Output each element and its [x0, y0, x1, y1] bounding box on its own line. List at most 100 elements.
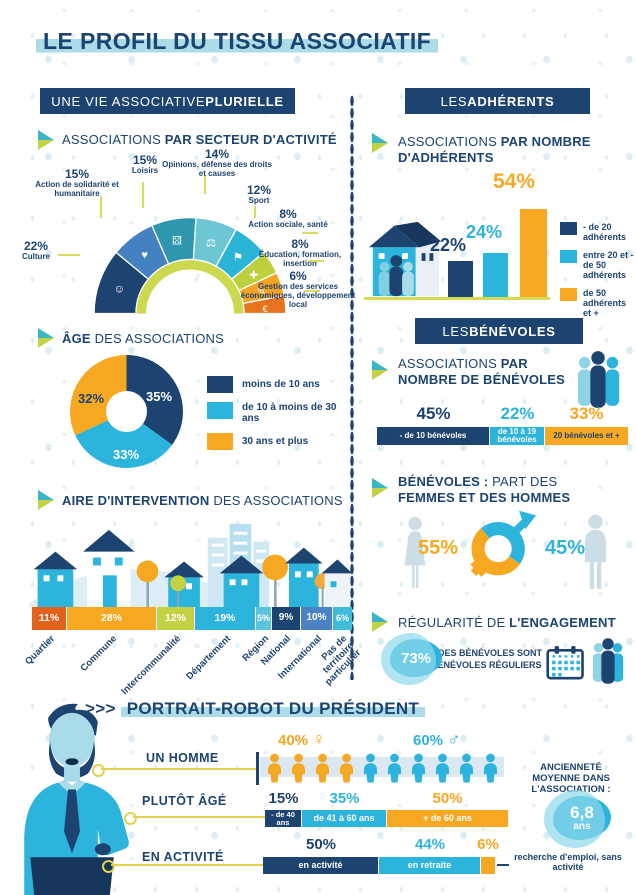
- bar-segment-pas-de-territoire: 6%: [333, 607, 352, 630]
- legend-item: de 50 adhérents et +: [560, 288, 636, 318]
- femmes-pictogram-value: 40% ♀: [278, 729, 326, 749]
- tie: [64, 789, 80, 854]
- aire-axis-label: Quartier: [23, 633, 58, 668]
- genre-chart-title: BÉNÉVOLES : PART DES FEMMES ET DES HOMME…: [398, 474, 571, 506]
- callout-line: [254, 206, 256, 218]
- beard: [48, 741, 96, 779]
- adherents-bar-1: [448, 261, 473, 298]
- benevoles-value-1: 45%: [416, 404, 451, 423]
- woman-silhouette: [404, 516, 426, 589]
- person-icon-male: [360, 752, 381, 784]
- connector-ring: [92, 764, 105, 777]
- age-donut-chart: 35% 33% 32%: [70, 355, 183, 468]
- shield-icon: ⚖: [206, 237, 216, 249]
- house: [219, 555, 264, 607]
- aire-axis-label: Commune: [78, 633, 120, 674]
- person-icon-male: [456, 752, 477, 784]
- section-header-benevoles: LES BÉNÉVOLES: [415, 318, 583, 344]
- section-header-adherents: LES ADHÉRENTS: [405, 88, 590, 114]
- sector-label-action-sociale: 8% Action sociale, santé: [248, 207, 328, 230]
- connector-line: [111, 864, 263, 866]
- benevoles-value-2: 22%: [500, 404, 535, 423]
- gender-symbol-ring: [470, 510, 537, 577]
- section-arrow-icon: [38, 130, 54, 150]
- adherents-bar-2: [483, 253, 508, 298]
- anciennete-value: 6,8: [570, 803, 594, 822]
- baseline: [364, 297, 550, 300]
- section-arrow-icon: [372, 360, 388, 380]
- regularite-text-line1: DES BÉNÉVOLES SONT: [438, 648, 543, 658]
- person-icon-male: [408, 752, 429, 784]
- benevoles-chart-title: ASSOCIATIONS PAR NOMBRE DE BÉNÉVOLES: [398, 356, 566, 388]
- activite-outside-label: recherche d'emploi, sans activité: [514, 852, 622, 873]
- legend-swatch-navy: [560, 222, 577, 235]
- legend-swatch-cyan: [560, 250, 577, 263]
- benevoles-value-3: 33%: [569, 404, 604, 423]
- theater-masks-icon: ☺: [114, 284, 126, 296]
- hommes-value: 45%: [545, 537, 586, 559]
- legend-item: - de 20 adhérents: [560, 222, 636, 242]
- portrait-title-text: PORTRAIT-ROBOT DU PRÉSIDENT: [120, 699, 426, 718]
- donut-value: 33%: [113, 447, 140, 462]
- adherents-value-3: 54%: [493, 170, 536, 193]
- people-group-icon: [577, 351, 620, 408]
- age-value-3: 50%: [432, 790, 463, 807]
- aire-chart-title: AIRE D'INTERVENTION DES ASSOCIATIONS: [62, 493, 343, 508]
- activite-stacked-bar: en activité en retraite: [263, 857, 495, 874]
- bar-segment: - de 40 ans: [265, 810, 302, 827]
- building: [207, 537, 228, 607]
- adherents-chart-title: ASSOCIATIONS PAR NOMBRE D'ADHÉRENTS: [398, 134, 591, 166]
- calendar-icon: [546, 645, 584, 680]
- regular-volunteers-people-icon: [592, 638, 624, 684]
- bar-segment: + de 60 ans: [387, 810, 508, 827]
- connector-ring: [102, 860, 115, 873]
- dice-icon: ⚄: [172, 236, 182, 248]
- tree: [262, 554, 288, 607]
- section-arrow-icon: [38, 490, 54, 510]
- legend-swatch-orange: [560, 288, 577, 301]
- female-crossbar: [470, 560, 486, 577]
- mouth: [65, 758, 79, 766]
- hommes-pictogram-value: 60% ♂: [413, 729, 461, 749]
- age-legend: moins de 10 ans de 10 à moins de 30 ans …: [207, 376, 347, 459]
- sector-label-education: 8% Éducation, formation, insertion: [258, 237, 342, 269]
- person-icon-male: [480, 752, 501, 784]
- section-arrow-icon: [372, 478, 388, 498]
- section-arrow-icon: [38, 328, 54, 348]
- connector-ring: [124, 812, 137, 825]
- male-arrow-shaft: [507, 519, 528, 539]
- adherents-bar-3: [520, 209, 547, 298]
- bar-segment-national: 9%: [272, 607, 301, 630]
- graduation-cap-icon: ✎: [257, 287, 266, 298]
- row-label-activite: EN ACTIVITÉ: [142, 850, 224, 864]
- sector-label-sport: 12% Sport: [246, 183, 272, 206]
- person-icon-female: [312, 752, 333, 784]
- callout-line: [204, 176, 206, 194]
- activite-value-2: 44%: [414, 836, 446, 853]
- anciennete-unit: ans: [573, 821, 591, 832]
- callout-line: [302, 232, 318, 234]
- age-values-row: 15% 35% 50%: [265, 790, 508, 807]
- tree: [170, 575, 187, 607]
- sector-label-solidarite: 15% Action de solidarité et humanitaire: [35, 167, 119, 199]
- sector-label-culture: 22% Culture: [22, 239, 50, 262]
- dotted-divider: [350, 95, 354, 680]
- connector-line: [101, 768, 256, 770]
- bar-segment: en retraite: [379, 857, 481, 874]
- male-symbol-icon: ♂: [447, 729, 461, 749]
- callout-line: [308, 260, 324, 262]
- pictogram-axis-line: [256, 752, 259, 785]
- legend-swatch-cyan: [207, 402, 233, 419]
- collar: [58, 779, 86, 796]
- male-arrow-head: [519, 510, 537, 530]
- section-arrow-icon: [372, 612, 388, 632]
- member-silhouettes: [378, 255, 414, 297]
- benevoles-values-row: 45% 22% 33%: [377, 404, 628, 424]
- tree: [136, 560, 159, 607]
- hand: [94, 843, 111, 856]
- person-icon-male: [432, 752, 453, 784]
- adherents-legend: - de 20 adhérents entre 20 et - de 50 ad…: [560, 222, 636, 327]
- house: [321, 559, 353, 607]
- bar-segment: de 10 à 19 bénévoles: [490, 427, 545, 445]
